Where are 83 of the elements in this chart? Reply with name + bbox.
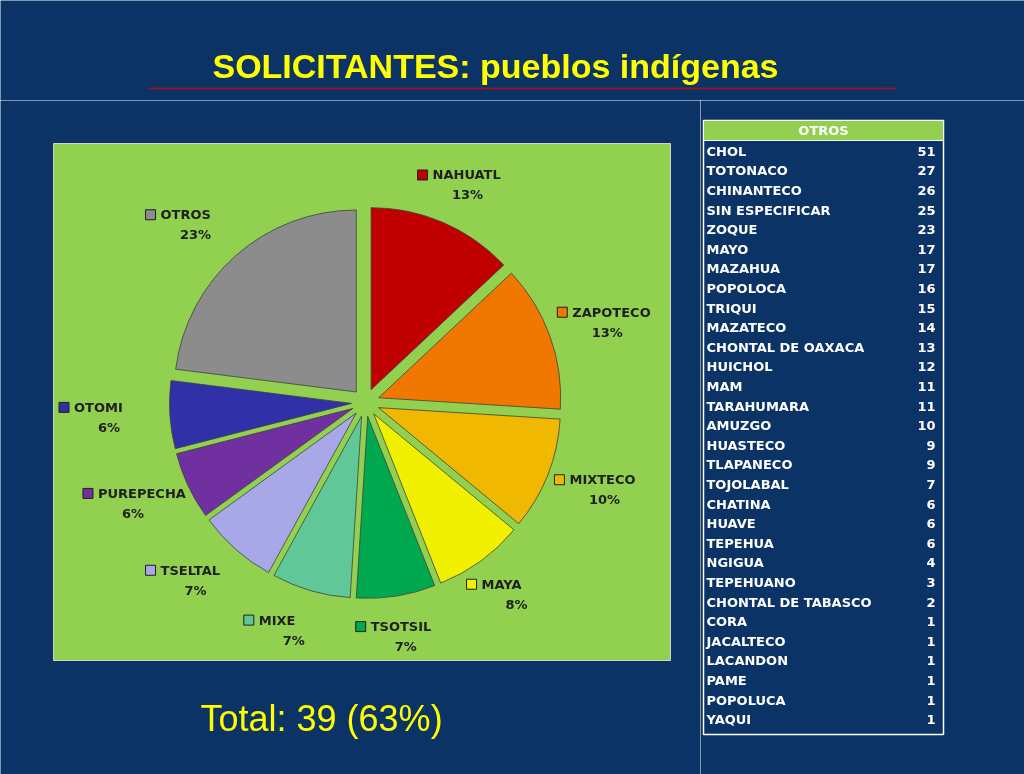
category-label: MAZAHUA xyxy=(706,261,781,277)
category-label: POPOLOCA xyxy=(706,281,787,296)
legend-label: MIXE xyxy=(258,612,296,628)
category-label: MAZATECO xyxy=(706,320,787,336)
category-label: CHATINA xyxy=(706,496,771,512)
data-label: 11 xyxy=(917,379,936,394)
data-label: 26 xyxy=(917,183,936,198)
category-label: JACALTECO xyxy=(705,633,786,649)
category-label: YAQUI xyxy=(705,712,752,728)
category-label: CHOL xyxy=(706,143,747,159)
data-label: 8% xyxy=(505,596,528,612)
chart-title: SOLICITANTES: pueblos indígenas xyxy=(212,46,779,85)
legend-label: MAYA xyxy=(481,576,522,592)
data-label: 15 xyxy=(917,300,936,316)
data-label: 17 xyxy=(917,241,936,257)
category-label: SIN ESPECIFICAR xyxy=(706,202,831,218)
category-label: POPOLUCA xyxy=(706,692,786,708)
category-label: CHONTAL DE TABASCO xyxy=(706,594,872,610)
data-label: 6 xyxy=(926,496,936,512)
category-label: PAME xyxy=(706,673,747,688)
category-label: CORA xyxy=(706,614,748,630)
data-label: 25 xyxy=(917,202,936,218)
category-label: MAYO xyxy=(706,241,749,257)
data-label: 9 xyxy=(926,437,936,453)
legend-label: TSOTSIL xyxy=(370,619,432,635)
data-label: 10% xyxy=(588,492,621,508)
legend-label: NAHUATL xyxy=(432,167,501,183)
data-label: 7% xyxy=(282,632,305,648)
data-label: 1 xyxy=(926,692,936,708)
legend-label: TSELTAL xyxy=(160,562,220,578)
category-label: TRIQUI xyxy=(706,300,757,316)
data-label: 1 xyxy=(926,633,936,649)
legend-label: MIXTECO xyxy=(569,472,636,488)
category-label: TARAHUMARA xyxy=(706,398,809,414)
data-label: 13 xyxy=(917,339,936,355)
legend-label: ZAPOTECO xyxy=(572,304,651,320)
data-label: 6% xyxy=(97,419,121,435)
data-label: 1 xyxy=(926,614,936,630)
data-label: 23% xyxy=(179,227,212,243)
category-label: HUASTECO xyxy=(706,437,786,453)
category-label: TEPEHUA xyxy=(706,535,774,551)
data-label: 17 xyxy=(917,261,936,277)
category-label: HUICHOL xyxy=(706,359,773,375)
data-label: 7% xyxy=(184,582,207,598)
data-label: 6 xyxy=(926,535,936,551)
legend-label: OTOMI xyxy=(74,399,123,415)
data-label: 1 xyxy=(926,712,936,728)
category-label: AMUZGO xyxy=(706,418,772,434)
category-label: CHONTAL DE OAXACA xyxy=(706,339,865,355)
data-label: 1 xyxy=(926,673,936,688)
data-label: 3 xyxy=(926,575,936,590)
data-label: 13% xyxy=(591,324,623,340)
data-label: 11 xyxy=(917,398,936,414)
data-label: 51 xyxy=(917,143,936,159)
data-label: 9 xyxy=(926,457,936,473)
legend-label: PUREPECHA xyxy=(97,485,186,501)
data-label: 2 xyxy=(926,594,936,610)
data-label: 12 xyxy=(917,359,936,375)
category-label: TOTONACO xyxy=(706,163,788,179)
legend-label: OTROS xyxy=(160,207,211,223)
data-label: 14 xyxy=(917,320,936,336)
data-label: 13% xyxy=(452,187,484,203)
category-label: MAM xyxy=(706,379,743,394)
data-label: 27 xyxy=(917,163,936,179)
text: Total: 39 (63%) xyxy=(200,698,443,739)
category-label: TOJOLABAL xyxy=(706,477,789,492)
category-label: HUAVE xyxy=(706,516,756,532)
category-label: CHINANTECO xyxy=(706,183,802,198)
category-label: NGIGUA xyxy=(706,555,764,571)
data-label: 23 xyxy=(917,222,936,238)
text: OTROS xyxy=(798,123,849,138)
data-label: 4 xyxy=(926,555,936,571)
category-label: TLAPANECO xyxy=(706,457,793,473)
data-label: 7% xyxy=(394,639,417,655)
data-label: 7 xyxy=(926,477,936,492)
category-label: TEPEHUANO xyxy=(706,575,796,590)
category-label: LACANDON xyxy=(706,653,789,669)
data-label: 6% xyxy=(121,505,144,521)
data-label: 6 xyxy=(926,516,936,532)
data-label: 16 xyxy=(917,281,936,296)
category-label: ZOQUE xyxy=(706,222,758,238)
data-label: 10 xyxy=(917,418,936,434)
data-label: 1 xyxy=(926,653,936,669)
